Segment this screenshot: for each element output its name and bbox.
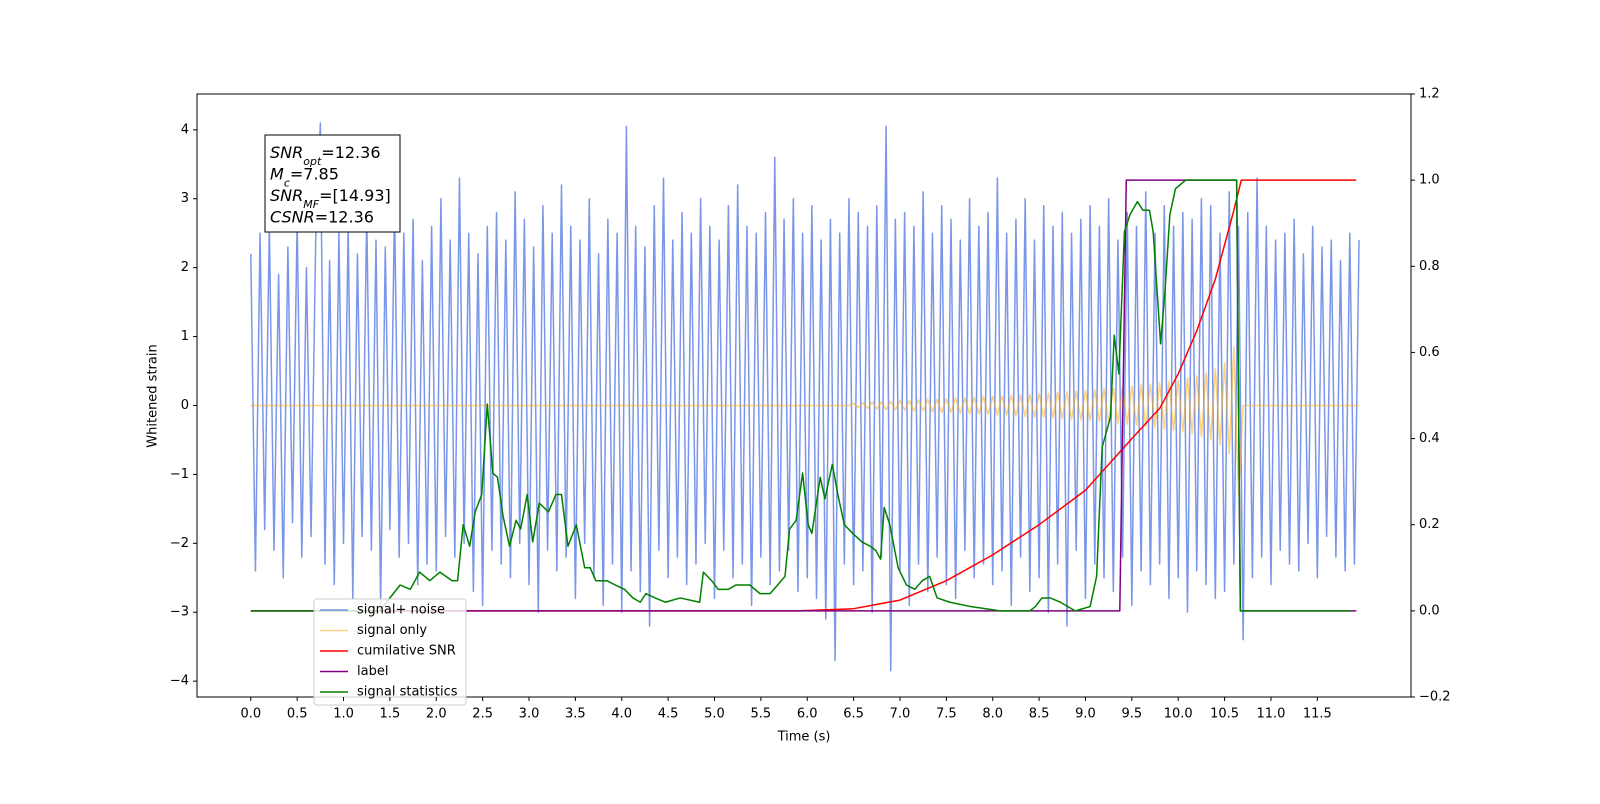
x-tick-label: 3.5	[565, 707, 586, 722]
x-tick-label: 8.0	[982, 707, 1003, 722]
x-tick-label: 3.0	[519, 707, 540, 722]
annotation-sub: MF	[303, 198, 319, 211]
x-tick-label: 1.0	[333, 707, 354, 722]
x-tick-label: 0.5	[287, 707, 308, 722]
x-tick-label: 9.5	[1122, 707, 1143, 722]
legend-label: signal+ noise	[357, 603, 445, 618]
x-tick-label: 5.5	[751, 707, 772, 722]
x-tick-label: 7.0	[890, 707, 911, 722]
y-tick-label: 1	[181, 329, 189, 344]
annotation-box	[264, 134, 401, 233]
x-tick-label: 6.0	[797, 707, 818, 722]
x-tick-label: 10.0	[1164, 707, 1193, 722]
legend: signal+ noise signal only cumilative SNR la…	[313, 598, 467, 706]
annotation-sub: opt	[303, 155, 322, 168]
y2-tick-label: 0.6	[1419, 345, 1440, 360]
x-tick-label: 4.5	[658, 707, 679, 722]
annotation-value: =7.85	[290, 165, 339, 184]
x-tick-label: 10.5	[1210, 707, 1239, 722]
x-tick-label: 0.0	[240, 707, 261, 722]
x-axis-label: Time (s)	[777, 730, 831, 745]
annotation-sub: c	[284, 176, 290, 189]
y-tick-label: 0	[181, 398, 189, 413]
y2-tick-label: −0.2	[1419, 690, 1451, 705]
series-line	[250, 179, 1357, 612]
y-tick-label: 2	[181, 260, 189, 275]
y2-tick-label: 0.2	[1419, 517, 1440, 532]
y2-tick-label: 1.2	[1419, 87, 1440, 102]
x-tick-label: 7.5	[936, 707, 957, 722]
legend-label: cumilative SNR	[357, 644, 456, 659]
x-tick-label: 11.5	[1303, 707, 1332, 722]
series-line	[250, 179, 1351, 612]
x-tick-label: 1.5	[380, 707, 401, 722]
annotation-value: =[14.93]	[319, 186, 391, 205]
y2-tick-label: 0.0	[1419, 603, 1440, 618]
plot-lines	[250, 122, 1360, 672]
x-tick-label: 9.0	[1075, 707, 1096, 722]
y-axis-label: Whitened strain	[146, 344, 161, 447]
y2-tick-label: 0.4	[1419, 431, 1440, 446]
x-tick-label: 4.0	[611, 707, 632, 722]
legend-label: signal only	[357, 623, 427, 638]
y-tick-label: −4	[170, 674, 189, 689]
x-tick-label: 6.5	[843, 707, 864, 722]
annotation-name: CSNR	[270, 208, 315, 227]
y-tick-label: −1	[170, 467, 189, 482]
annotation-value: =12.36	[321, 143, 380, 162]
x-tick-label: 2.5	[472, 707, 493, 722]
annotation-name: SNR	[270, 186, 303, 205]
series-line	[250, 346, 1360, 496]
legend-label: signal statistics	[357, 685, 458, 700]
x-tick-label: 11.0	[1256, 707, 1285, 722]
annotation-line: SNRopt=12.36	[270, 143, 381, 168]
annotation-name: M	[270, 165, 284, 184]
annotation-value: =12.36	[315, 208, 374, 227]
y2-tick-label: 1.0	[1419, 173, 1440, 188]
annotation: SNRopt=12.36Mc=7.85SNRMF=[14.93]CSNR=12.…	[270, 143, 391, 227]
x-tick-label: 2.0	[426, 707, 447, 722]
y-tick-label: −3	[170, 605, 189, 620]
y2-tick-label: 0.8	[1419, 259, 1440, 274]
y-tick-label: −2	[170, 536, 189, 551]
y-tick-label: 3	[181, 191, 189, 206]
y-tick-label: 4	[181, 122, 189, 137]
x-tick-label: 5.0	[704, 707, 725, 722]
plot-frame	[196, 93, 1412, 698]
annotation-name: SNR	[270, 143, 303, 162]
annotation-line: SNRMF=[14.93]	[270, 186, 391, 211]
legend-label: label	[357, 664, 388, 679]
legend-box	[313, 598, 467, 706]
annotation-line: Mc=7.85	[270, 165, 339, 190]
annotation-line: CSNR=12.36	[270, 208, 374, 227]
x-tick-label: 8.5	[1029, 707, 1050, 722]
